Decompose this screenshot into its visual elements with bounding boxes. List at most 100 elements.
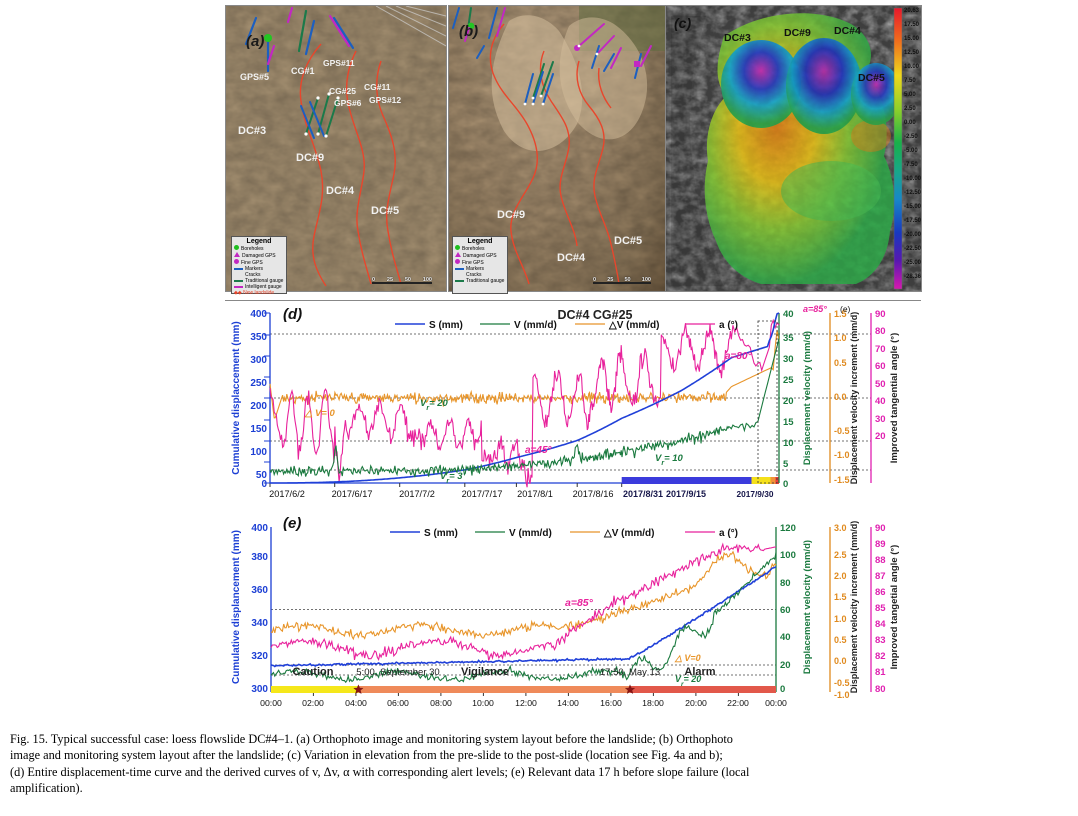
svg-text:Vr= 20: Vr= 20 (675, 674, 701, 688)
svg-text:3.0: 3.0 (834, 523, 847, 533)
svg-text:(b): (b) (459, 23, 478, 40)
svg-text:300: 300 (251, 684, 268, 695)
svg-text:2.5: 2.5 (834, 550, 847, 560)
svg-text:7.50: 7.50 (904, 78, 916, 84)
svg-text:400: 400 (251, 523, 268, 534)
svg-text:a (°): a (°) (719, 528, 738, 539)
svg-text:1.0: 1.0 (834, 333, 847, 343)
svg-text:V (mm/d): V (mm/d) (514, 320, 557, 331)
svg-text:87: 87 (875, 571, 886, 582)
svg-text:(a): (a) (246, 33, 264, 50)
svg-text:Displacement velocity (mm/d): Displacement velocity (mm/d) (802, 331, 813, 465)
svg-text:Vr= 20: Vr= 20 (420, 398, 449, 412)
svg-text:20: 20 (780, 660, 791, 671)
svg-text:-25.00: -25.00 (904, 260, 922, 266)
svg-text:2017/9/30: 2017/9/30 (737, 489, 774, 499)
svg-text:90: 90 (875, 523, 886, 534)
svg-text:Displacement velocity incremen: Displacement velocity increment (mm/d) (849, 312, 859, 485)
svg-text:1.5: 1.5 (834, 592, 847, 602)
svg-text:250: 250 (250, 378, 267, 389)
svg-text:20: 20 (875, 431, 886, 442)
svg-text:30: 30 (875, 414, 886, 425)
svg-text:(e): (e) (283, 515, 301, 532)
svg-text:Cumulative displaccement (mm): Cumulative displaccement (mm) (231, 321, 242, 474)
svg-text:2017/6/17: 2017/6/17 (332, 489, 373, 499)
svg-text:△ V= 0: △ V= 0 (304, 408, 335, 419)
svg-text:20: 20 (783, 396, 794, 407)
svg-text:100: 100 (250, 447, 267, 458)
svg-text:90: 90 (875, 309, 886, 320)
svg-text:-0.5: -0.5 (834, 426, 850, 436)
svg-text:22:00: 22:00 (727, 698, 749, 708)
svg-text:120: 120 (780, 523, 796, 534)
svg-text:380: 380 (251, 552, 268, 563)
svg-text:GPS#6: GPS#6 (334, 98, 362, 108)
svg-text:0.5: 0.5 (834, 635, 847, 645)
svg-text:-20.00: -20.00 (904, 232, 922, 238)
svg-text:40: 40 (875, 396, 886, 407)
svg-text:360: 360 (251, 585, 268, 596)
svg-text:12:00: 12:00 (515, 698, 537, 708)
svg-text:Displacement velocity (mm/d): Displacement velocity (mm/d) (802, 540, 813, 674)
svg-text:5:00, September 30: 5:00, September 30 (356, 667, 439, 678)
svg-text:0.5: 0.5 (834, 358, 847, 368)
svg-text:17.50: 17.50 (904, 22, 920, 28)
svg-text:20.63: 20.63 (904, 8, 920, 14)
svg-text:86: 86 (875, 587, 886, 598)
svg-text:100: 100 (780, 550, 796, 561)
svg-text:-0.5: -0.5 (834, 678, 850, 688)
svg-text:CG#25: CG#25 (329, 86, 356, 96)
svg-text:5.00: 5.00 (904, 92, 916, 98)
svg-text:△V (mm/d): △V (mm/d) (603, 528, 654, 539)
svg-text:2.0: 2.0 (834, 571, 847, 581)
svg-text:a=45°: a=45° (525, 445, 553, 456)
svg-text:V (mm/d): V (mm/d) (509, 528, 552, 539)
svg-text:(e): (e) (840, 304, 851, 314)
svg-text:DC#9: DC#9 (497, 209, 525, 221)
svg-text:00:00: 00:00 (765, 698, 787, 708)
svg-text:a=85°: a=85° (565, 597, 594, 609)
svg-text:S (mm): S (mm) (424, 528, 458, 539)
svg-text:10: 10 (783, 438, 794, 449)
svg-text:82: 82 (875, 651, 886, 662)
svg-text:340: 340 (251, 618, 268, 629)
svg-text:Vigilance: Vigilance (461, 666, 509, 678)
svg-text:40: 40 (783, 309, 794, 320)
svg-text:320: 320 (251, 651, 268, 662)
svg-text:0: 0 (780, 684, 785, 695)
svg-text:14:00: 14:00 (557, 698, 579, 708)
svg-text:a=85°: a=85° (803, 304, 827, 314)
svg-text:60: 60 (780, 605, 791, 616)
svg-text:-1.5: -1.5 (834, 475, 850, 485)
svg-text:2017/6/2: 2017/6/2 (269, 489, 305, 499)
svg-text:GPS#5: GPS#5 (240, 72, 269, 82)
svg-text:-7.50: -7.50 (904, 162, 918, 168)
svg-text:60: 60 (875, 361, 886, 372)
svg-text:2017/8/16: 2017/8/16 (573, 489, 614, 499)
svg-text:150: 150 (250, 424, 267, 435)
svg-text:2017/9/15: 2017/9/15 (666, 489, 706, 499)
svg-text:CG#11: CG#11 (364, 82, 391, 92)
svg-text:DC#5: DC#5 (614, 235, 642, 247)
svg-text:DC#3: DC#3 (724, 32, 751, 44)
svg-text:2.50: 2.50 (904, 106, 916, 112)
svg-text:-2.50: -2.50 (904, 134, 918, 140)
svg-text:DC#9: DC#9 (784, 27, 811, 39)
svg-text:88: 88 (875, 555, 886, 566)
svg-text:06:00: 06:00 (387, 698, 409, 708)
svg-text:84: 84 (875, 619, 886, 630)
svg-text:-28.36: -28.36 (904, 274, 922, 280)
svg-text:a (°): a (°) (719, 320, 738, 331)
svg-text:2017/8/1: 2017/8/1 (517, 489, 553, 499)
svg-text:-15.00: -15.00 (904, 204, 922, 210)
svg-text:83: 83 (875, 635, 886, 646)
svg-text:10.00: 10.00 (904, 64, 920, 70)
svg-text:Displacement velocity incremen: Displacement velocity increment (mm/d) (849, 521, 859, 694)
svg-text:DC#4: DC#4 (834, 25, 861, 37)
svg-text:85: 85 (875, 603, 886, 614)
svg-text:DC#9: DC#9 (296, 152, 324, 164)
svg-text:15: 15 (783, 417, 794, 428)
svg-text:1.0: 1.0 (834, 614, 847, 624)
svg-text:70: 70 (875, 344, 886, 355)
svg-text:△V (mm/d): △V (mm/d) (608, 320, 659, 331)
